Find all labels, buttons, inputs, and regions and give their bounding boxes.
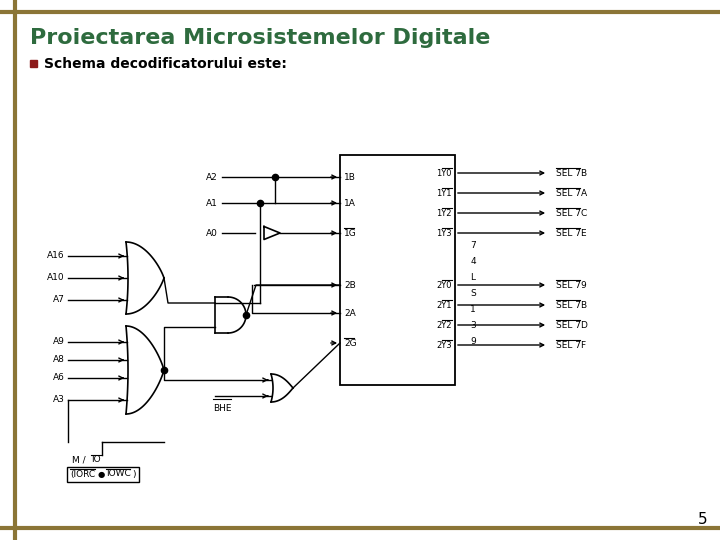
Text: A1: A1 [206, 199, 218, 207]
Text: L: L [470, 273, 475, 281]
Text: 4: 4 [470, 256, 476, 266]
Text: ●: ● [98, 469, 105, 478]
Text: SEL 7E: SEL 7E [556, 228, 587, 238]
Text: 2Y1: 2Y1 [436, 300, 452, 309]
Text: 2G: 2G [344, 339, 356, 348]
Text: IOWC: IOWC [106, 469, 131, 478]
Text: A3: A3 [53, 395, 65, 404]
Text: 2Y3: 2Y3 [436, 341, 452, 349]
Text: SEL 7B: SEL 7B [556, 168, 587, 178]
Text: 3: 3 [470, 321, 476, 329]
Text: (IORC: (IORC [70, 469, 95, 478]
Text: 7: 7 [470, 240, 476, 249]
Text: 5: 5 [698, 512, 708, 528]
Text: Schema decodificatorului este:: Schema decodificatorului este: [44, 57, 287, 71]
Text: 9: 9 [470, 336, 476, 346]
Text: SEL 7C: SEL 7C [556, 208, 588, 218]
Bar [340, 155, 455, 385]
Text: 1A: 1A [344, 199, 356, 207]
Bar [67, 467, 139, 482]
Text: A16: A16 [48, 252, 65, 260]
Text: SEL 7A: SEL 7A [556, 188, 587, 198]
Text: 2B: 2B [344, 280, 356, 289]
Text: SEL 7D: SEL 7D [556, 321, 588, 329]
Text: 2A: 2A [344, 308, 356, 318]
Text: IO: IO [91, 456, 101, 464]
Text: 2Y0: 2Y0 [436, 280, 452, 289]
Text: M /: M / [72, 456, 89, 464]
Text: 1Y0: 1Y0 [436, 168, 452, 178]
Text: BHE: BHE [213, 404, 232, 413]
Text: Proiectarea Microsistemelor Digitale: Proiectarea Microsistemelor Digitale [30, 28, 490, 48]
Text: S: S [470, 288, 476, 298]
Text: A10: A10 [48, 273, 65, 282]
Text: A8: A8 [53, 355, 65, 364]
Text: A2: A2 [206, 172, 218, 181]
Text: SEL 79: SEL 79 [556, 280, 587, 289]
Text: A7: A7 [53, 295, 65, 305]
Text: A9: A9 [53, 338, 65, 347]
Text: 2Y2: 2Y2 [436, 321, 452, 329]
Text: 1B: 1B [344, 172, 356, 181]
Text: 1: 1 [470, 305, 476, 314]
Text: 1Y3: 1Y3 [436, 228, 452, 238]
Text: SEL 7B: SEL 7B [556, 300, 587, 309]
Text: SEL 7F: SEL 7F [556, 341, 586, 349]
Text: A0: A0 [206, 228, 218, 238]
Text: 1G: 1G [344, 228, 356, 238]
Bar [30, 60, 37, 67]
Text: 1Y1: 1Y1 [436, 188, 452, 198]
Text: ): ) [132, 469, 135, 478]
Text: A6: A6 [53, 374, 65, 382]
Text: 1Y2: 1Y2 [436, 208, 452, 218]
